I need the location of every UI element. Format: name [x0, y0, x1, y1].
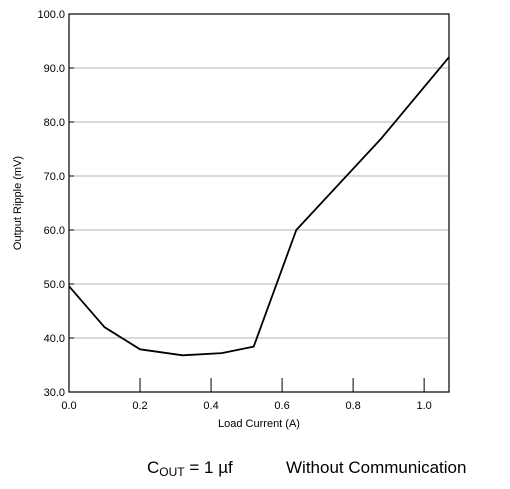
x-tick-label: 0.6	[274, 400, 289, 412]
x-tick-label: 1.0	[416, 400, 431, 412]
y-axis-title: Output Ripple (mV)	[12, 156, 24, 250]
y-tick-label: 50.0	[44, 279, 65, 291]
series-layer	[68, 56, 450, 357]
tick-labels: 30.0 40.0 50.0 60.0 70.0 80.0 90.0 100.0 0.0 0.2 0…	[37, 9, 431, 412]
x-tick-label: 0.0	[61, 400, 76, 412]
condition-main: C	[147, 458, 160, 477]
x-tick-label: 0.2	[132, 400, 147, 412]
plot-frame	[68, 13, 450, 393]
x-tick-label: 0.8	[345, 400, 360, 412]
y-tick-label: 40.0	[44, 333, 65, 345]
y-tick-label: 70.0	[44, 171, 65, 183]
y-tick-label: 90.0	[44, 63, 65, 75]
mode-annotation: Without Communication	[286, 458, 467, 477]
x-axis-title: Load Current (A)	[218, 418, 300, 430]
axis-ticks	[68, 13, 425, 393]
grid-lines	[69, 67, 449, 339]
y-tick-label: 80.0	[44, 117, 65, 129]
condition-annotation: COUT = 1 µf	[147, 458, 233, 479]
y-tick-label: 60.0	[44, 225, 65, 237]
condition-value: = 1 µf	[189, 458, 233, 477]
y-tick-label: 30.0	[44, 387, 65, 399]
series-line	[68, 56, 450, 357]
y-tick-label: 100.0	[37, 9, 65, 21]
condition-subscript: OUT	[159, 465, 185, 479]
x-tick-label: 0.4	[203, 400, 218, 412]
